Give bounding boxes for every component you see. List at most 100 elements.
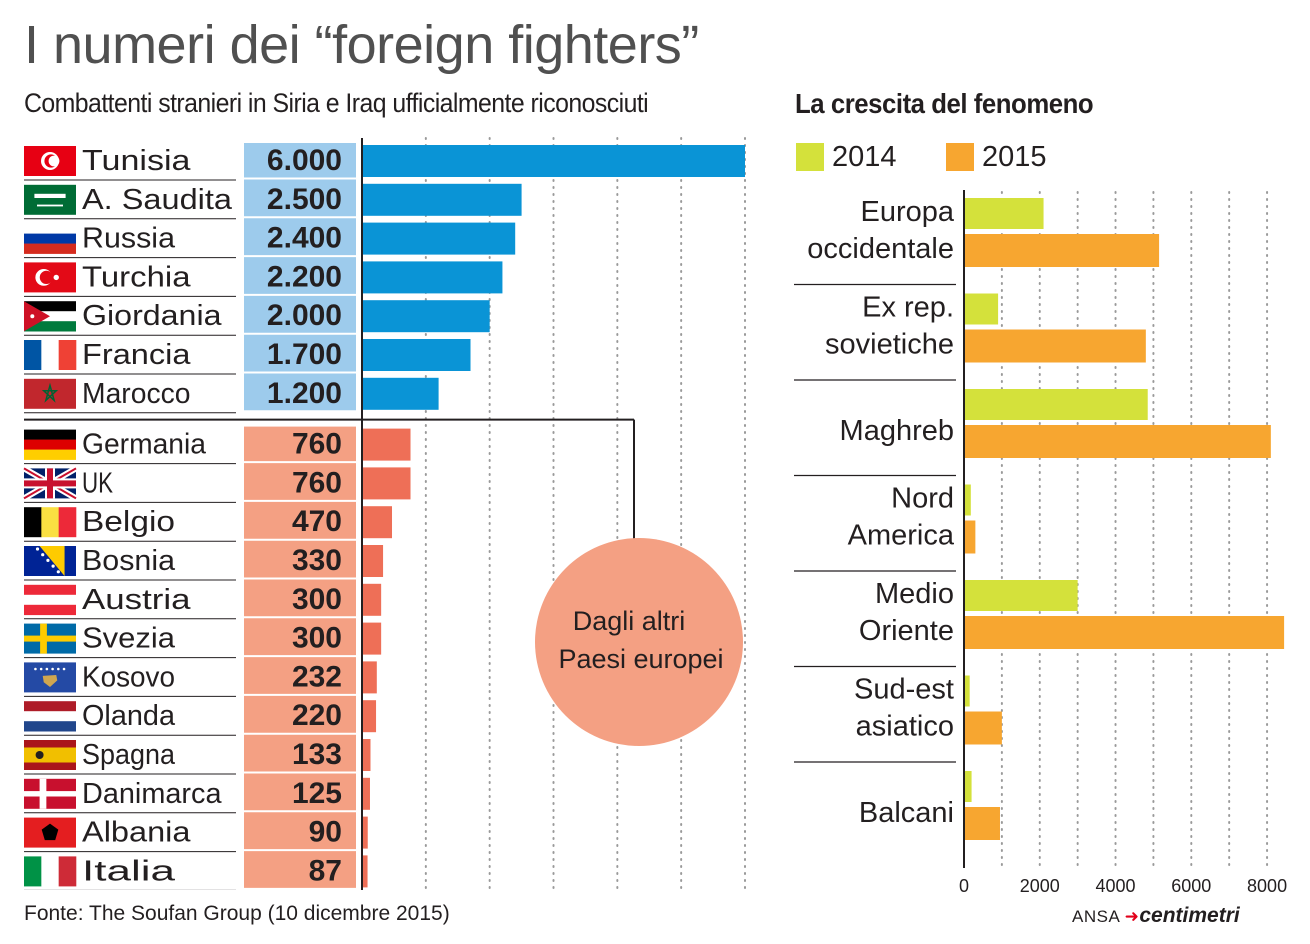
value-label: 330 — [292, 544, 342, 577]
bar-2015 — [964, 807, 1000, 840]
bar-2015 — [964, 711, 1002, 745]
country-label: Italia — [82, 855, 176, 887]
flag-netherlands-icon — [24, 701, 76, 732]
row-marocco: Marocco 1.200 — [24, 377, 439, 414]
country-label: Spagna — [82, 739, 176, 771]
bar — [362, 700, 377, 733]
annotation-line-1: Dagli altri — [573, 606, 686, 636]
region-label: sovietiche — [825, 329, 954, 361]
legend-2015: 2015 — [946, 140, 1047, 174]
value-label: 2.200 — [267, 260, 342, 293]
x-tick-label: 6000 — [1171, 876, 1211, 896]
region-group: Europa occidentale — [794, 196, 1160, 286]
growth-by-region-chart: Europa occidentale Ex rep. sovietiche Maghre… — [794, 190, 1287, 896]
row-tunisia: Tunisia 6.000 — [24, 144, 745, 181]
row-a-saudita: A. Saudita 2.500 — [24, 183, 522, 220]
region-label: Europa — [860, 196, 954, 228]
bar — [362, 622, 382, 655]
country-label: Kosovo — [82, 661, 175, 693]
legend-label-2015: 2015 — [982, 140, 1047, 173]
flag-albania-icon — [24, 817, 76, 848]
legend-swatch-2014 — [796, 143, 824, 171]
country-label: UK — [82, 467, 113, 499]
flag-spain-icon — [24, 740, 76, 770]
x-tick-label: 2000 — [1020, 876, 1060, 896]
x-tick-label: 0 — [959, 876, 969, 896]
row-turchia: Turchia 2.200 — [24, 260, 503, 297]
bar — [362, 183, 522, 216]
value-label: 2.000 — [267, 299, 342, 332]
country-label: Olanda — [82, 700, 176, 732]
country-label: Francia — [82, 339, 191, 371]
country-label: Tunisia — [82, 145, 192, 177]
row-svezia: Svezia 300 — [24, 622, 382, 659]
logo-mark-icon: ➜ — [1124, 907, 1140, 926]
flag-russia-icon — [24, 223, 76, 254]
country-label: Austria — [82, 584, 192, 616]
country-label: Russia — [82, 223, 176, 255]
region-group: Maghreb — [794, 389, 1271, 477]
flag-tunisia-icon — [24, 146, 76, 176]
ansa-centimetri-logo: ANSA ➜centimetri — [1072, 904, 1240, 928]
bar — [362, 816, 368, 849]
row-italia: Italia 87 — [24, 854, 368, 890]
flag-morocco-icon — [24, 378, 76, 409]
country-label: Germania — [82, 429, 207, 461]
flag-italy-icon — [24, 856, 77, 887]
bar-2014 — [964, 580, 1078, 611]
bar — [362, 661, 377, 694]
legend-label-2014: 2014 — [832, 140, 897, 173]
value-label: 2.500 — [267, 183, 342, 216]
value-label: 1.700 — [267, 338, 342, 371]
flag-bosnia-icon — [24, 546, 76, 576]
region-label: asiatico — [856, 711, 954, 743]
value-column-main — [244, 143, 356, 411]
region-group: Balcani — [859, 771, 1000, 840]
bar-2015 — [964, 425, 1271, 458]
row-austria: Austria 300 — [24, 583, 382, 620]
region-group: Ex rep. sovietiche — [794, 292, 1146, 381]
left-chart-subtitle: Combattenti stranieri in Siria e Iraq uf… — [24, 88, 649, 118]
region-label: Medio — [875, 578, 954, 610]
flag-turkey-icon — [24, 262, 76, 293]
flag-belgium-icon — [24, 507, 77, 538]
value-label: 470 — [292, 505, 342, 538]
row-danimarca: Danimarca 125 — [24, 777, 370, 814]
country-label: A. Saudita — [82, 184, 233, 216]
region-label: Ex rep. — [862, 292, 954, 324]
value-label: 87 — [309, 854, 342, 887]
x-tick-label: 8000 — [1247, 876, 1287, 896]
bar — [362, 467, 411, 500]
flag-uk-icon — [22, 465, 78, 501]
row-germania: Germania 760 — [24, 428, 411, 465]
bar — [362, 261, 503, 294]
flag-germany-icon — [24, 429, 76, 460]
region-label: America — [848, 520, 955, 552]
bar — [362, 377, 439, 410]
value-label: 760 — [292, 428, 342, 461]
x-tick-label: 4000 — [1096, 876, 1136, 896]
bar-2014 — [964, 771, 972, 802]
country-label: Danimarca — [82, 778, 222, 810]
flag-sweden-icon — [24, 623, 76, 654]
bar-2014 — [964, 198, 1044, 229]
flag-austria-icon — [24, 584, 76, 616]
country-label: Belgio — [82, 506, 175, 538]
value-label: 6.000 — [267, 144, 342, 177]
flag-france-icon — [24, 340, 77, 370]
country-label: Marocco — [82, 378, 191, 410]
legend-swatch-2015 — [946, 143, 974, 171]
value-label: 220 — [292, 699, 342, 732]
row-kosovo: Kosovo 232 — [24, 660, 377, 697]
page-title: I numeri dei “foreign fighters” — [24, 15, 699, 75]
value-label: 760 — [292, 466, 342, 499]
flag-jordan-icon — [24, 301, 76, 332]
row-bosnia: Bosnia 330 — [24, 544, 384, 581]
value-label: 2.400 — [267, 222, 342, 255]
bar — [362, 777, 370, 810]
value-label: 300 — [292, 583, 342, 616]
bar — [362, 145, 745, 177]
row-russia: Russia 2.400 — [24, 222, 516, 259]
bar-2014 — [964, 293, 999, 325]
country-label: Svezia — [82, 623, 176, 655]
